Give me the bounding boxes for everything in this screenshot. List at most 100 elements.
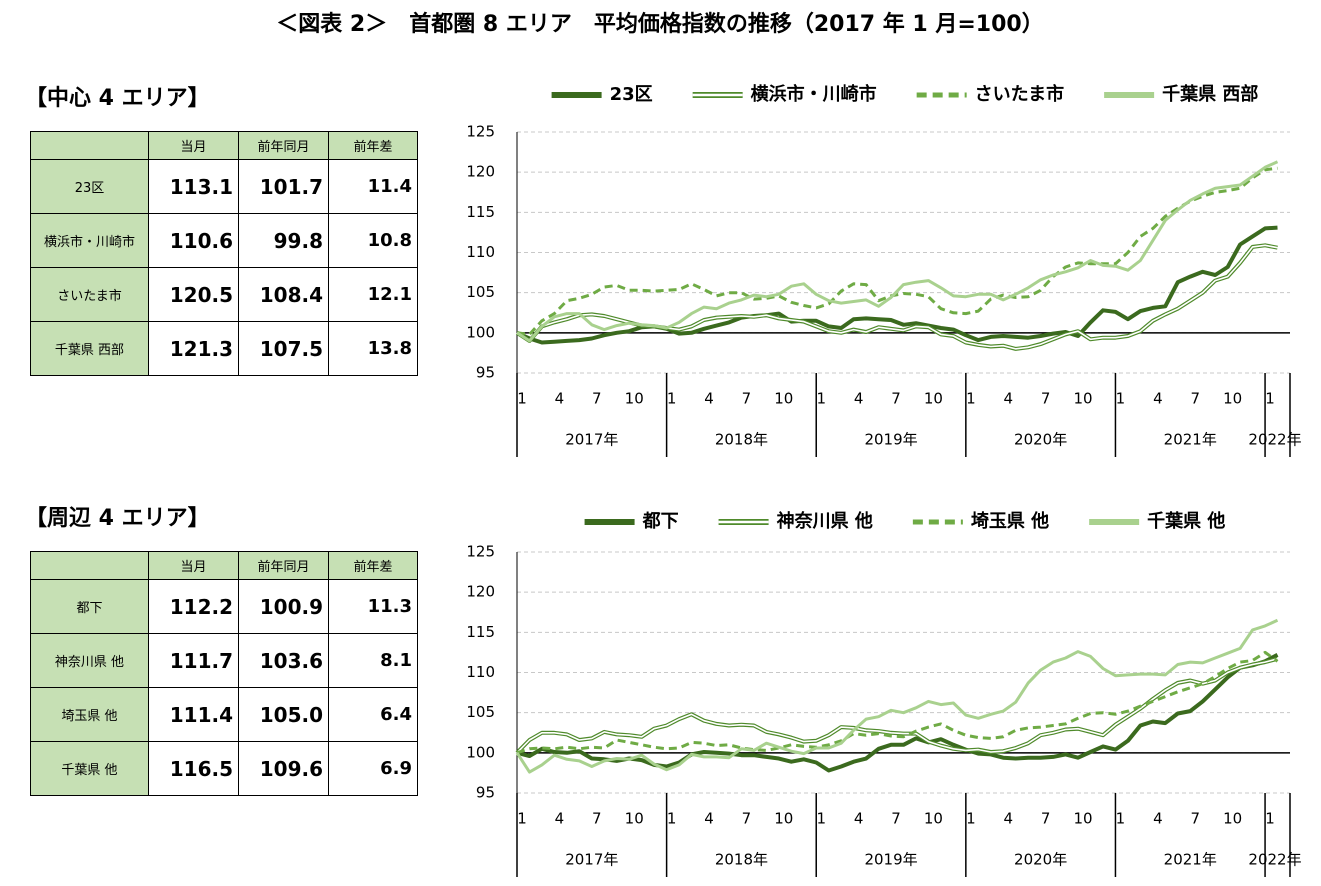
column-header: 前年差	[328, 551, 418, 580]
legend-label: 都下	[642, 511, 679, 532]
data-table: 当月 前年同月 前年差 23区 113.1 101.7 11.4 横浜市・川崎市 110.6 99…	[30, 131, 418, 376]
y-tick-label: 95	[476, 364, 495, 382]
series-line	[516, 160, 1279, 343]
legend-label: 千葉県 西部	[1162, 83, 1258, 105]
table-cell: 101.7	[238, 159, 329, 214]
x-tick-label: 1	[966, 390, 976, 408]
column-header: 当月	[148, 551, 239, 580]
table-cell: 112.2	[148, 579, 239, 634]
table-cell: 111.4	[148, 687, 239, 742]
legend: 23区 横浜市・川崎市 さいたま市 千葉県 西部	[551, 83, 1258, 105]
year-label: 2021年	[1164, 431, 1217, 449]
y-tick-label: 120	[466, 163, 495, 181]
x-tick-label: 10	[1223, 810, 1242, 828]
y-tick-label: 110	[466, 663, 495, 681]
x-tick-label: 4	[1003, 810, 1013, 828]
x-tick-label: 1	[1265, 810, 1275, 828]
legend-label: さいたま市	[975, 83, 1064, 105]
table-cell: 110.6	[148, 213, 239, 268]
x-tick-label: 10	[1074, 390, 1093, 408]
x-tick-label: 4	[704, 810, 714, 828]
row-label: さいたま市	[30, 267, 149, 322]
table-cell: 6.9	[328, 741, 418, 796]
series-line	[516, 166, 1278, 336]
table-cell: 105.0	[238, 687, 329, 742]
x-tick-label: 10	[625, 810, 644, 828]
column-header: 前年同月	[238, 131, 329, 160]
header-row: 当月 前年同月 前年差	[30, 131, 418, 160]
table-cell: 120.5	[148, 267, 239, 322]
x-tick-label: 4	[1153, 390, 1163, 408]
table-row: 千葉県 西部 121.3 107.5 13.8	[30, 321, 418, 376]
x-tick-label: 10	[1223, 390, 1242, 408]
y-tick-label: 120	[466, 583, 495, 601]
x-tick-label: 4	[854, 390, 864, 408]
x-tick-label: 7	[592, 390, 602, 408]
x-tick-label: 10	[924, 810, 943, 828]
x-tick-label: 10	[625, 390, 644, 408]
x-tick-label: 7	[1041, 810, 1051, 828]
x-tick-label: 1	[667, 810, 677, 828]
x-tick-label: 10	[774, 810, 793, 828]
table-row: 横浜市・川崎市 110.6 99.8 10.8	[30, 213, 418, 268]
table-cell: 11.4	[328, 159, 418, 214]
table-cell: 100.9	[238, 579, 329, 634]
table-cell: 99.8	[238, 213, 329, 268]
y-tick-label: 110	[466, 243, 495, 261]
table-cell: 103.6	[238, 633, 329, 688]
section-heading: 【周辺 4 エリア】	[25, 506, 210, 531]
corner-cell	[30, 131, 149, 160]
y-tick-label: 115	[466, 623, 495, 641]
row-label: 23区	[30, 159, 149, 214]
year-label: 2021年	[1164, 851, 1217, 869]
table-row: 都下 112.2 100.9 11.3	[30, 579, 418, 634]
legend-label: 神奈川県 他	[777, 510, 873, 532]
page-title: ＜図表 2＞ 首都圏 8 エリア 平均価格指数の推移（2017 年 1 月=10…	[276, 11, 1043, 37]
year-label: 2017年	[565, 851, 618, 869]
x-tick-label: 4	[555, 810, 565, 828]
y-tick-label: 105	[466, 703, 495, 721]
table-cell: 113.1	[148, 159, 239, 214]
table-row: 千葉県 他 116.5 109.6 6.9	[30, 741, 418, 796]
x-tick-label: 4	[1153, 810, 1163, 828]
x-tick-label: 1	[816, 390, 826, 408]
x-tick-label: 7	[1190, 390, 1200, 408]
x-tick-label: 1	[1116, 390, 1126, 408]
table-cell: 10.8	[328, 213, 418, 268]
x-tick-label: 1	[816, 810, 826, 828]
x-tick-label: 1	[517, 390, 527, 408]
x-tick-label: 10	[1074, 810, 1093, 828]
y-tick-label: 95	[476, 784, 495, 802]
table-row: 23区 113.1 101.7 11.4	[30, 159, 418, 214]
y-tick-label: 100	[466, 323, 495, 341]
x-tick-label: 7	[742, 390, 752, 408]
year-label: 2022年	[1248, 431, 1301, 449]
legend-label: 23区	[610, 84, 653, 105]
year-label: 2020年	[1014, 851, 1067, 869]
row-label: 神奈川県 他	[30, 633, 149, 688]
x-tick-label: 10	[924, 390, 943, 408]
year-label: 2020年	[1014, 431, 1067, 449]
table-cell: 121.3	[148, 321, 239, 376]
series-line	[515, 618, 1279, 774]
table-cell: 12.1	[328, 267, 418, 322]
year-label: 2018年	[715, 851, 768, 869]
series-line	[516, 653, 1279, 773]
y-tick-label: 125	[466, 543, 495, 561]
table-row: さいたま市 120.5 108.4 12.1	[30, 267, 418, 322]
year-label: 2017年	[565, 431, 618, 449]
column-header: 当月	[148, 131, 239, 160]
x-tick-label: 1	[667, 390, 677, 408]
y-tick-label: 100	[466, 743, 495, 761]
table-cell: 107.5	[238, 321, 329, 376]
year-label: 2019年	[864, 851, 917, 869]
data-table: 当月 前年同月 前年差 都下 112.2 100.9 11.3 神奈川県 他 111.7 103.…	[30, 551, 418, 796]
column-header: 前年同月	[238, 551, 329, 580]
x-tick-label: 10	[774, 390, 793, 408]
legend-label: 横浜市・川崎市	[751, 83, 877, 105]
y-tick-label: 115	[466, 203, 495, 221]
y-tick-label: 105	[466, 283, 495, 301]
series-line	[516, 650, 1279, 755]
year-label: 2022年	[1248, 851, 1301, 869]
